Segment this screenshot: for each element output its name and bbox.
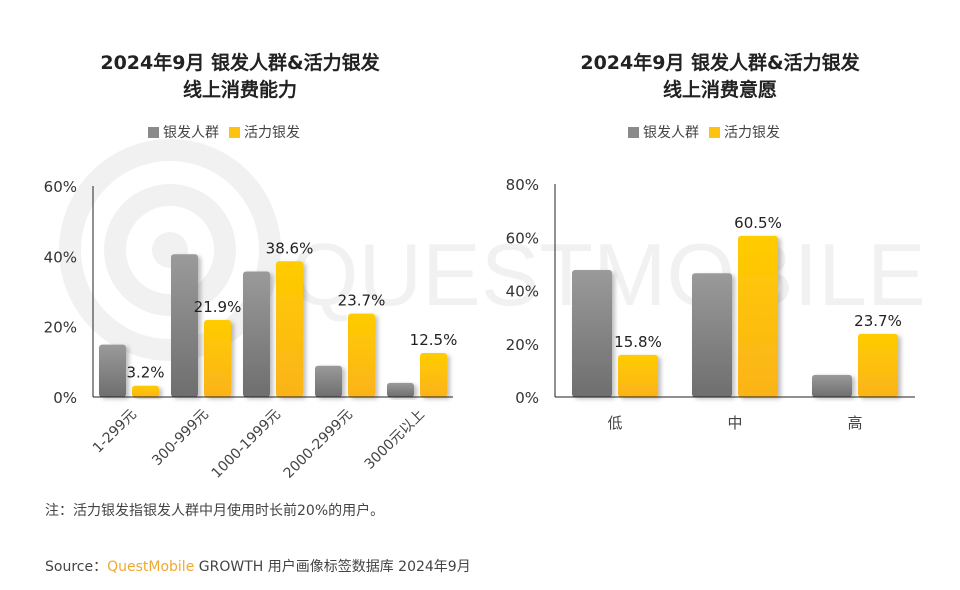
left-title-line2: 线上消费能力 [182, 79, 297, 101]
x-tick-label: 2000-2999元 [281, 407, 356, 482]
right-legend: 银发人群 活力银发 [628, 122, 780, 142]
right-chart-title: 2024年9月 银发人群&活力银发 线上消费意愿 [520, 50, 920, 104]
legend-swatch-gray [148, 127, 159, 138]
data-label: 23.7% [338, 292, 386, 310]
bar-gray [243, 271, 270, 397]
left-legend: 银发人群 活力银发 [148, 122, 300, 142]
bar-yellow [618, 354, 658, 397]
y-tick-label: 40% [44, 248, 77, 266]
data-label: 23.7% [854, 312, 902, 330]
legend-label: 活力银发 [724, 125, 780, 141]
y-tick-label: 60% [506, 229, 539, 247]
bar-yellow [348, 313, 375, 397]
y-tick-label: 0% [53, 389, 77, 407]
source-rest: GROWTH 用户画像标签数据库 2024年9月 [194, 559, 471, 575]
bar-gray [387, 382, 414, 397]
bar-gray [315, 365, 342, 397]
bar-gray [99, 344, 126, 397]
watermark: QUESTMOBILE [59, 139, 926, 361]
data-label: 21.9% [194, 298, 242, 316]
x-tick-label: 中 [727, 414, 742, 432]
y-tick-label: 80% [506, 176, 539, 194]
left-title-line1: 2024年9月 银发人群&活力银发 [100, 52, 380, 74]
legend-item-yellow: 活力银发 [229, 122, 300, 142]
data-label: 12.5% [410, 331, 458, 349]
bar-yellow [738, 235, 778, 397]
legend-swatch-gray [628, 127, 639, 138]
data-label: 15.8% [614, 333, 662, 351]
legend-label: 银发人群 [643, 125, 699, 141]
footnote: 注：活力银发指银发人群中月使用时长前20%的用户。 [45, 503, 385, 519]
x-tick-label: 1-299元 [90, 407, 140, 457]
legend-swatch-yellow [709, 127, 720, 138]
data-label: 38.6% [266, 239, 314, 257]
bar-yellow [420, 353, 447, 397]
bar-gray [572, 269, 612, 397]
x-tick-label: 3000元以上 [362, 407, 428, 473]
y-tick-label: 40% [506, 283, 539, 301]
legend-item-gray: 银发人群 [148, 122, 219, 142]
right-chart: 0% 20% 40% 60% 80% 15.8% 低 60.5% 中 23.7% 高 [506, 176, 915, 432]
y-tick-label: 0% [515, 389, 539, 407]
x-tick-label: 高 [847, 414, 862, 432]
legend-label: 银发人群 [163, 125, 219, 141]
legend-label: 活力银发 [244, 125, 300, 141]
legend-item-yellow: 活力银发 [709, 122, 780, 142]
legend-item-gray: 银发人群 [628, 122, 699, 142]
left-chart-title: 2024年9月 银发人群&活力银发 线上消费能力 [40, 50, 440, 104]
bar-yellow [858, 333, 898, 397]
y-tick-label: 20% [506, 336, 539, 354]
y-tick-label: 60% [44, 178, 77, 196]
bar-gray [171, 254, 198, 397]
bar-yellow [204, 319, 231, 397]
source-line: Source：QuestMobile GROWTH 用户画像标签数据库 2024… [45, 556, 471, 576]
right-title-line1: 2024年9月 银发人群&活力银发 [580, 52, 860, 74]
x-tick-label: 1000-1999元 [209, 407, 284, 482]
data-label: 3.2% [126, 364, 164, 382]
right-title-line2: 线上消费意愿 [662, 79, 777, 101]
x-tick-label: 低 [607, 414, 622, 432]
bar-yellow [276, 261, 303, 397]
source-prefix: Source： [45, 559, 108, 575]
y-tick-label: 20% [44, 319, 77, 337]
bar-gray [812, 374, 852, 397]
data-label: 60.5% [734, 214, 782, 232]
bar-yellow [132, 385, 159, 397]
x-tick-label: 300-999元 [149, 407, 212, 470]
source-brand: QuestMobile [107, 559, 195, 575]
bar-gray [692, 273, 732, 397]
legend-swatch-yellow [229, 127, 240, 138]
